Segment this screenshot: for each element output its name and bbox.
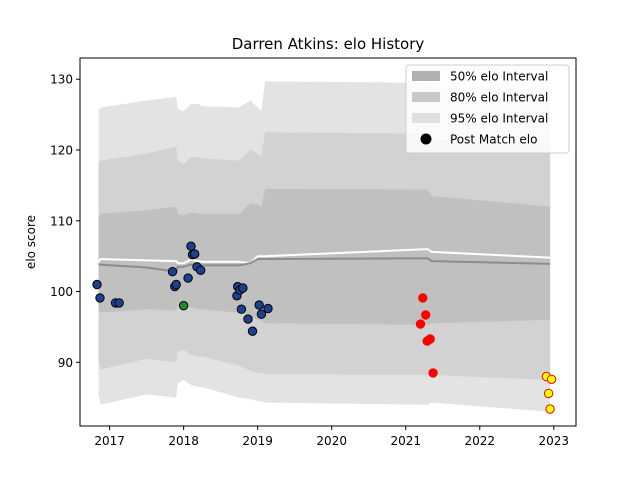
post-match-elo-point — [171, 279, 181, 290]
y-tick-label: 120 — [50, 144, 73, 158]
legend-box — [405, 64, 570, 154]
post-match-elo-point — [421, 310, 431, 320]
post-match-elo-point — [178, 301, 189, 311]
legend-swatch — [412, 71, 440, 81]
post-match-elo-point — [263, 303, 273, 314]
chart-title: Darren Atkins: elo History — [232, 35, 425, 53]
x-tick-label: 2020 — [316, 434, 347, 448]
legend-label: 80% elo Interval — [450, 91, 548, 105]
interval-band-2 — [98, 188, 551, 325]
x-tick-label: 2017 — [94, 434, 125, 448]
post-match-elo-point — [243, 314, 253, 324]
legend-label: Post Match elo — [450, 133, 537, 147]
plot-frame — [79, 57, 577, 427]
post-match-elo-point — [415, 319, 426, 329]
y-tick-label: 90 — [58, 356, 73, 370]
post-match-elo-point — [418, 293, 428, 303]
post-match-elo-point — [114, 298, 124, 308]
post-match-elo-point — [95, 293, 105, 303]
post-match-elo-point — [167, 267, 178, 277]
legend-swatch — [412, 92, 440, 102]
y-tick-label: 100 — [50, 285, 73, 299]
post-match-elo-point — [186, 241, 196, 251]
post-match-elo-point — [247, 326, 258, 336]
mean-line — [97, 248, 551, 265]
x-tick-label: 2019 — [242, 434, 273, 448]
post-match-elo-point — [543, 388, 554, 399]
y-axis-label: elo score — [24, 215, 38, 269]
plot-area: 2017 2018 2019 2020 2021 2022 2023 90 100 110 120 1… — [50, 57, 577, 448]
legend-label: 50% elo Interval — [450, 70, 548, 84]
x-tick-label: 2022 — [464, 434, 495, 448]
x-tick-label: 2018 — [168, 434, 199, 448]
post-match-elo-point — [546, 374, 557, 384]
post-match-elo-point — [196, 265, 206, 275]
post-match-elo-point — [183, 273, 193, 283]
legend-swatch — [412, 113, 440, 123]
post-match-elo-point — [236, 304, 247, 314]
post-match-elo-point — [190, 249, 200, 259]
post-match-elo-point — [256, 309, 267, 319]
legend-label: 95% elo Interval — [450, 112, 548, 126]
post-match-elo-point — [92, 279, 102, 290]
median-line — [98, 257, 551, 273]
y-tick-label: 110 — [50, 214, 73, 228]
post-match-elo-point — [254, 300, 264, 310]
x-tick-label: 2021 — [390, 434, 421, 448]
post-match-elo-point — [545, 404, 555, 414]
y-tick-label: 130 — [50, 73, 73, 87]
post-match-elo-point — [428, 368, 438, 378]
post-match-elo-point — [425, 334, 435, 344]
legend: 50% elo Interval 80% elo Interval 95% elo … — [405, 64, 570, 154]
post-match-elo-point — [238, 283, 248, 293]
legend-marker — [420, 133, 432, 145]
x-tick-label: 2023 — [539, 434, 570, 448]
